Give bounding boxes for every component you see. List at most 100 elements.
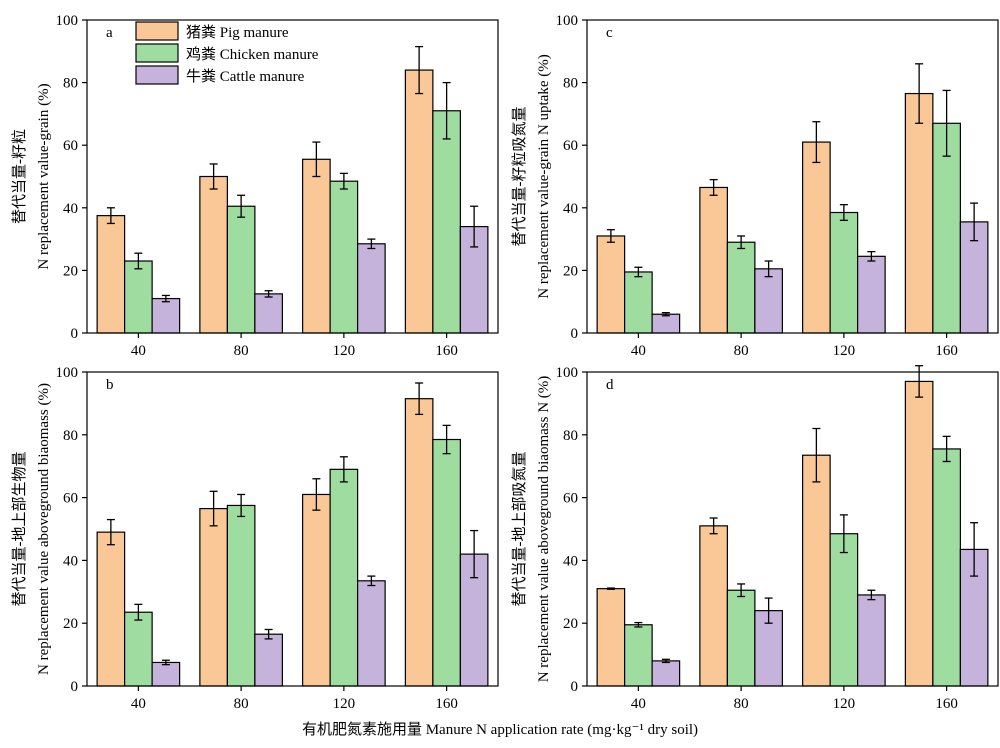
bar-c-s1-c0 <box>624 271 653 334</box>
bar-b-s0-c2 <box>302 493 331 687</box>
legend-label-2: 牛粪 Cattle manure <box>186 68 305 85</box>
bar-d-s1-c0 <box>624 624 653 687</box>
x-tick-label-d-2: 120 <box>833 696 856 712</box>
bar-d-s0-c2 <box>802 454 831 687</box>
bar-d-s0-c0 <box>596 588 626 687</box>
bar-a-s1-c0 <box>124 260 153 334</box>
y-axis-title-cn-c: 替代当量-籽粒吸氮量 <box>511 107 528 247</box>
bar-c-s1-c1 <box>726 241 756 334</box>
x-tick-label-c-0: 40 <box>631 343 646 359</box>
x-tick-label-b-1: 80 <box>234 696 249 712</box>
legend-swatch-1 <box>135 43 179 63</box>
bar-a-s2-c3 <box>459 225 489 334</box>
y-axis-title-en-b: N replacement value aboveground biaomass… <box>36 383 52 675</box>
bar-c-s0-c2 <box>802 141 831 334</box>
bar-b-s2-c2 <box>357 580 386 687</box>
x-tick-label-d-0: 40 <box>631 696 646 712</box>
y-tick-label-d-80: 80 <box>563 428 578 444</box>
y-tick-label-c-40: 40 <box>563 201 578 217</box>
y-tick-label-d-60: 60 <box>563 491 578 507</box>
y-tick-label-a-80: 80 <box>63 76 78 92</box>
bar-d-s2-c0 <box>651 660 681 687</box>
plot-frame-b <box>86 371 499 687</box>
bar-d-s0-c1 <box>699 525 728 687</box>
y-tick-label-b-0: 0 <box>71 679 79 695</box>
bar-a-s2-c1 <box>254 293 283 334</box>
bar-b-s1-c2 <box>329 468 359 687</box>
y-tick-label-a-60: 60 <box>63 138 78 154</box>
x-tick-label-b-0: 40 <box>131 696 146 712</box>
y-tick-label-c-60: 60 <box>563 138 578 154</box>
x-tick-label-a-3: 160 <box>435 343 458 359</box>
y-axis-title-cn-a: 替代当量-籽粒 <box>11 129 28 224</box>
legend-label-0: 猪粪 Pig manure <box>186 24 289 41</box>
y-tick-label-b-100: 100 <box>56 365 79 381</box>
y-tick-label-b-80: 80 <box>63 428 78 444</box>
x-tick-label-c-1: 80 <box>734 343 749 359</box>
bar-d-s2-c2 <box>857 594 886 687</box>
panel-b: 0 20 40 60 80 100 40 80 120 160 b 替代当量-地上部生物量 N repl… <box>11 365 499 712</box>
x-axis-title: 有机肥氮素施用量 Manure N application rate (mg·k… <box>301 722 699 738</box>
bar-b-s1-c3 <box>432 438 461 687</box>
bar-c-s2-c0 <box>651 313 681 334</box>
x-tick-label-c-2: 120 <box>833 343 856 359</box>
panel-c: 0 20 40 60 80 100 40 80 120 160 c 替代当量-籽粒吸氮量 N repla… <box>511 13 999 359</box>
y-tick-label-c-80: 80 <box>563 76 578 92</box>
y-tick-label-a-0: 0 <box>71 326 79 342</box>
bar-a-s0-c1 <box>199 175 228 334</box>
bar-a-s1-c2 <box>329 180 359 334</box>
bar-b-s1-c1 <box>226 504 256 687</box>
bar-c-s0-c1 <box>699 186 728 334</box>
bar-b-s0-c0 <box>96 531 126 687</box>
panel-letter-c: c <box>606 25 613 41</box>
bar-d-s1-c3 <box>932 448 961 687</box>
bar-d-s0-c3 <box>904 380 934 687</box>
y-tick-label-b-20: 20 <box>63 616 78 632</box>
legend-swatch-0 <box>135 21 179 41</box>
y-axis-title-en-c: N replacement value-grain N uptake (%) <box>536 54 552 298</box>
bar-a-s0-c3 <box>404 69 434 334</box>
panel-letter-d: d <box>606 377 614 393</box>
bar-a-s2-c0 <box>151 297 181 334</box>
y-tick-label-a-40: 40 <box>63 201 78 217</box>
y-tick-label-c-0: 0 <box>571 326 579 342</box>
bar-a-s1-c1 <box>226 205 256 334</box>
y-axis-title-en-d: N replacement value aboveground biaomass… <box>536 376 552 683</box>
bar-b-s2-c0 <box>151 661 181 687</box>
y-tick-label-a-20: 20 <box>63 263 78 279</box>
bar-c-s0-c3 <box>904 92 934 334</box>
panel-a: 0 20 40 60 80 100 40 80 120 160 a 替代当量-籽粒 N replacem… <box>11 13 499 359</box>
bar-a-s2-c2 <box>357 243 386 334</box>
y-tick-label-d-40: 40 <box>563 553 578 569</box>
y-tick-label-d-20: 20 <box>563 616 578 632</box>
y-axis-title-cn-d: 替代当量-地上部吸氮量 <box>511 452 528 607</box>
bar-a-s1-c3 <box>432 110 461 334</box>
x-tick-label-a-0: 40 <box>131 343 146 359</box>
bar-b-s1-c0 <box>124 611 153 687</box>
x-tick-label-b-3: 160 <box>435 696 458 712</box>
bar-b-s2-c1 <box>254 633 283 687</box>
panel-letter-a: a <box>106 25 113 41</box>
bar-c-s2-c2 <box>857 255 886 334</box>
plot-frame-c <box>586 19 999 334</box>
y-tick-label-b-40: 40 <box>63 553 78 569</box>
x-tick-label-a-1: 80 <box>234 343 249 359</box>
y-tick-label-c-20: 20 <box>563 263 578 279</box>
legend: 猪粪 Pig manure 鸡粪 Chicken manure 牛粪 Cattle … <box>135 21 319 85</box>
y-tick-label-c-100: 100 <box>556 13 579 29</box>
x-tick-label-c-3: 160 <box>935 343 958 359</box>
panel-letter-b: b <box>106 377 114 393</box>
bar-d-s1-c1 <box>726 589 756 687</box>
legend-label-1: 鸡粪 Chicken manure <box>186 46 319 63</box>
bar-c-s1-c2 <box>829 211 859 334</box>
bar-a-s0-c0 <box>96 215 126 334</box>
x-tick-label-d-3: 160 <box>935 696 958 712</box>
bar-c-s0-c0 <box>596 235 626 334</box>
y-tick-label-d-0: 0 <box>571 679 579 695</box>
y-tick-label-a-100: 100 <box>56 13 79 29</box>
plot-frame-d <box>586 371 999 687</box>
bar-c-s1-c3 <box>932 122 961 334</box>
x-tick-label-d-1: 80 <box>734 696 749 712</box>
y-tick-label-b-60: 60 <box>63 491 78 507</box>
